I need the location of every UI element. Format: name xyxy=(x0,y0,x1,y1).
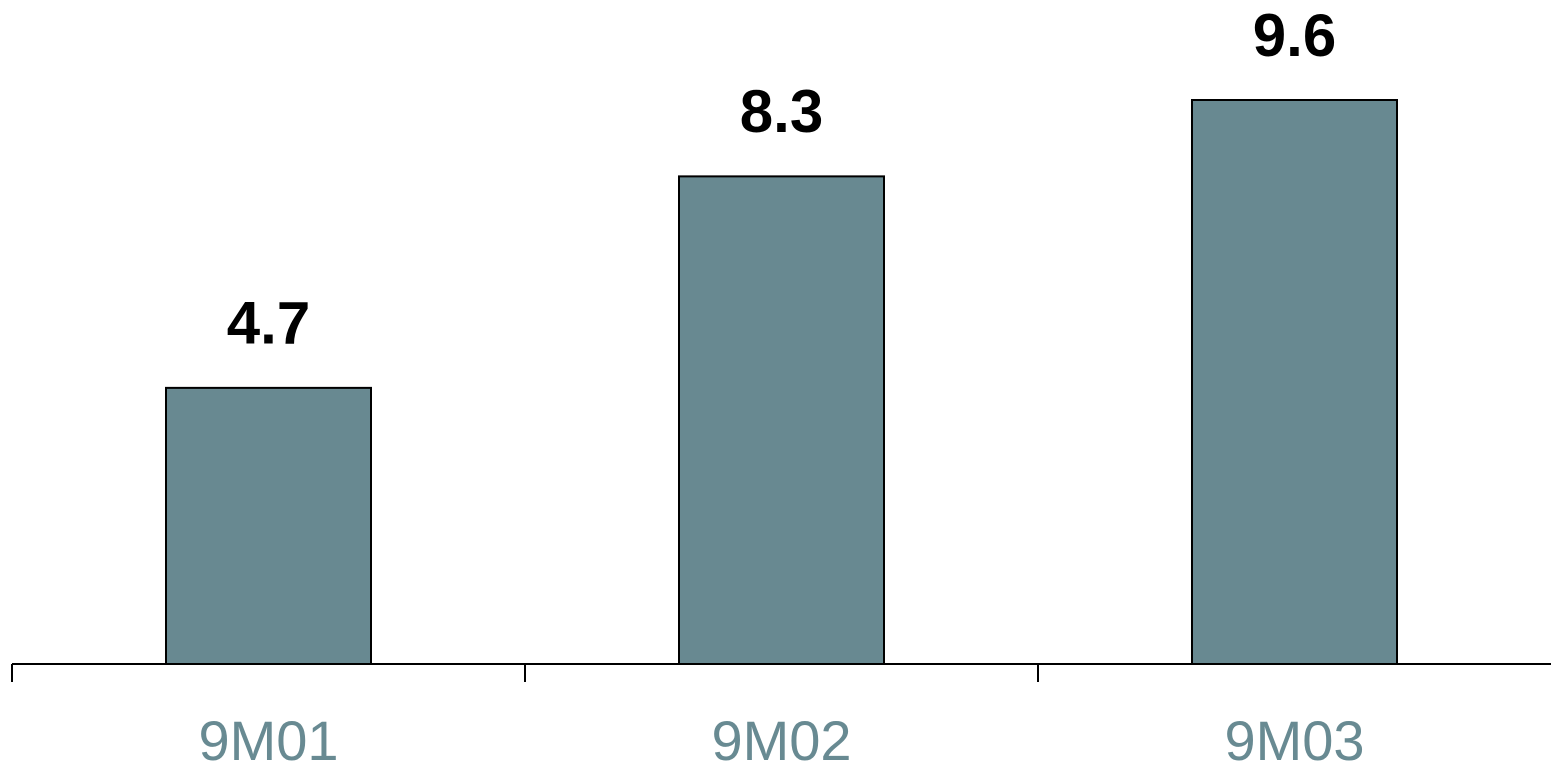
bar xyxy=(165,386,372,665)
value-label: 8.3 xyxy=(740,78,823,145)
value-label: 9.6 xyxy=(1253,2,1336,69)
x-tick-label: 9M02 xyxy=(711,709,851,769)
value-label: 4.7 xyxy=(227,290,310,357)
x-tick-label: 9M01 xyxy=(198,709,338,769)
bar xyxy=(1191,99,1398,665)
bar xyxy=(678,175,885,665)
x-tick-label: 9M03 xyxy=(1224,709,1364,769)
